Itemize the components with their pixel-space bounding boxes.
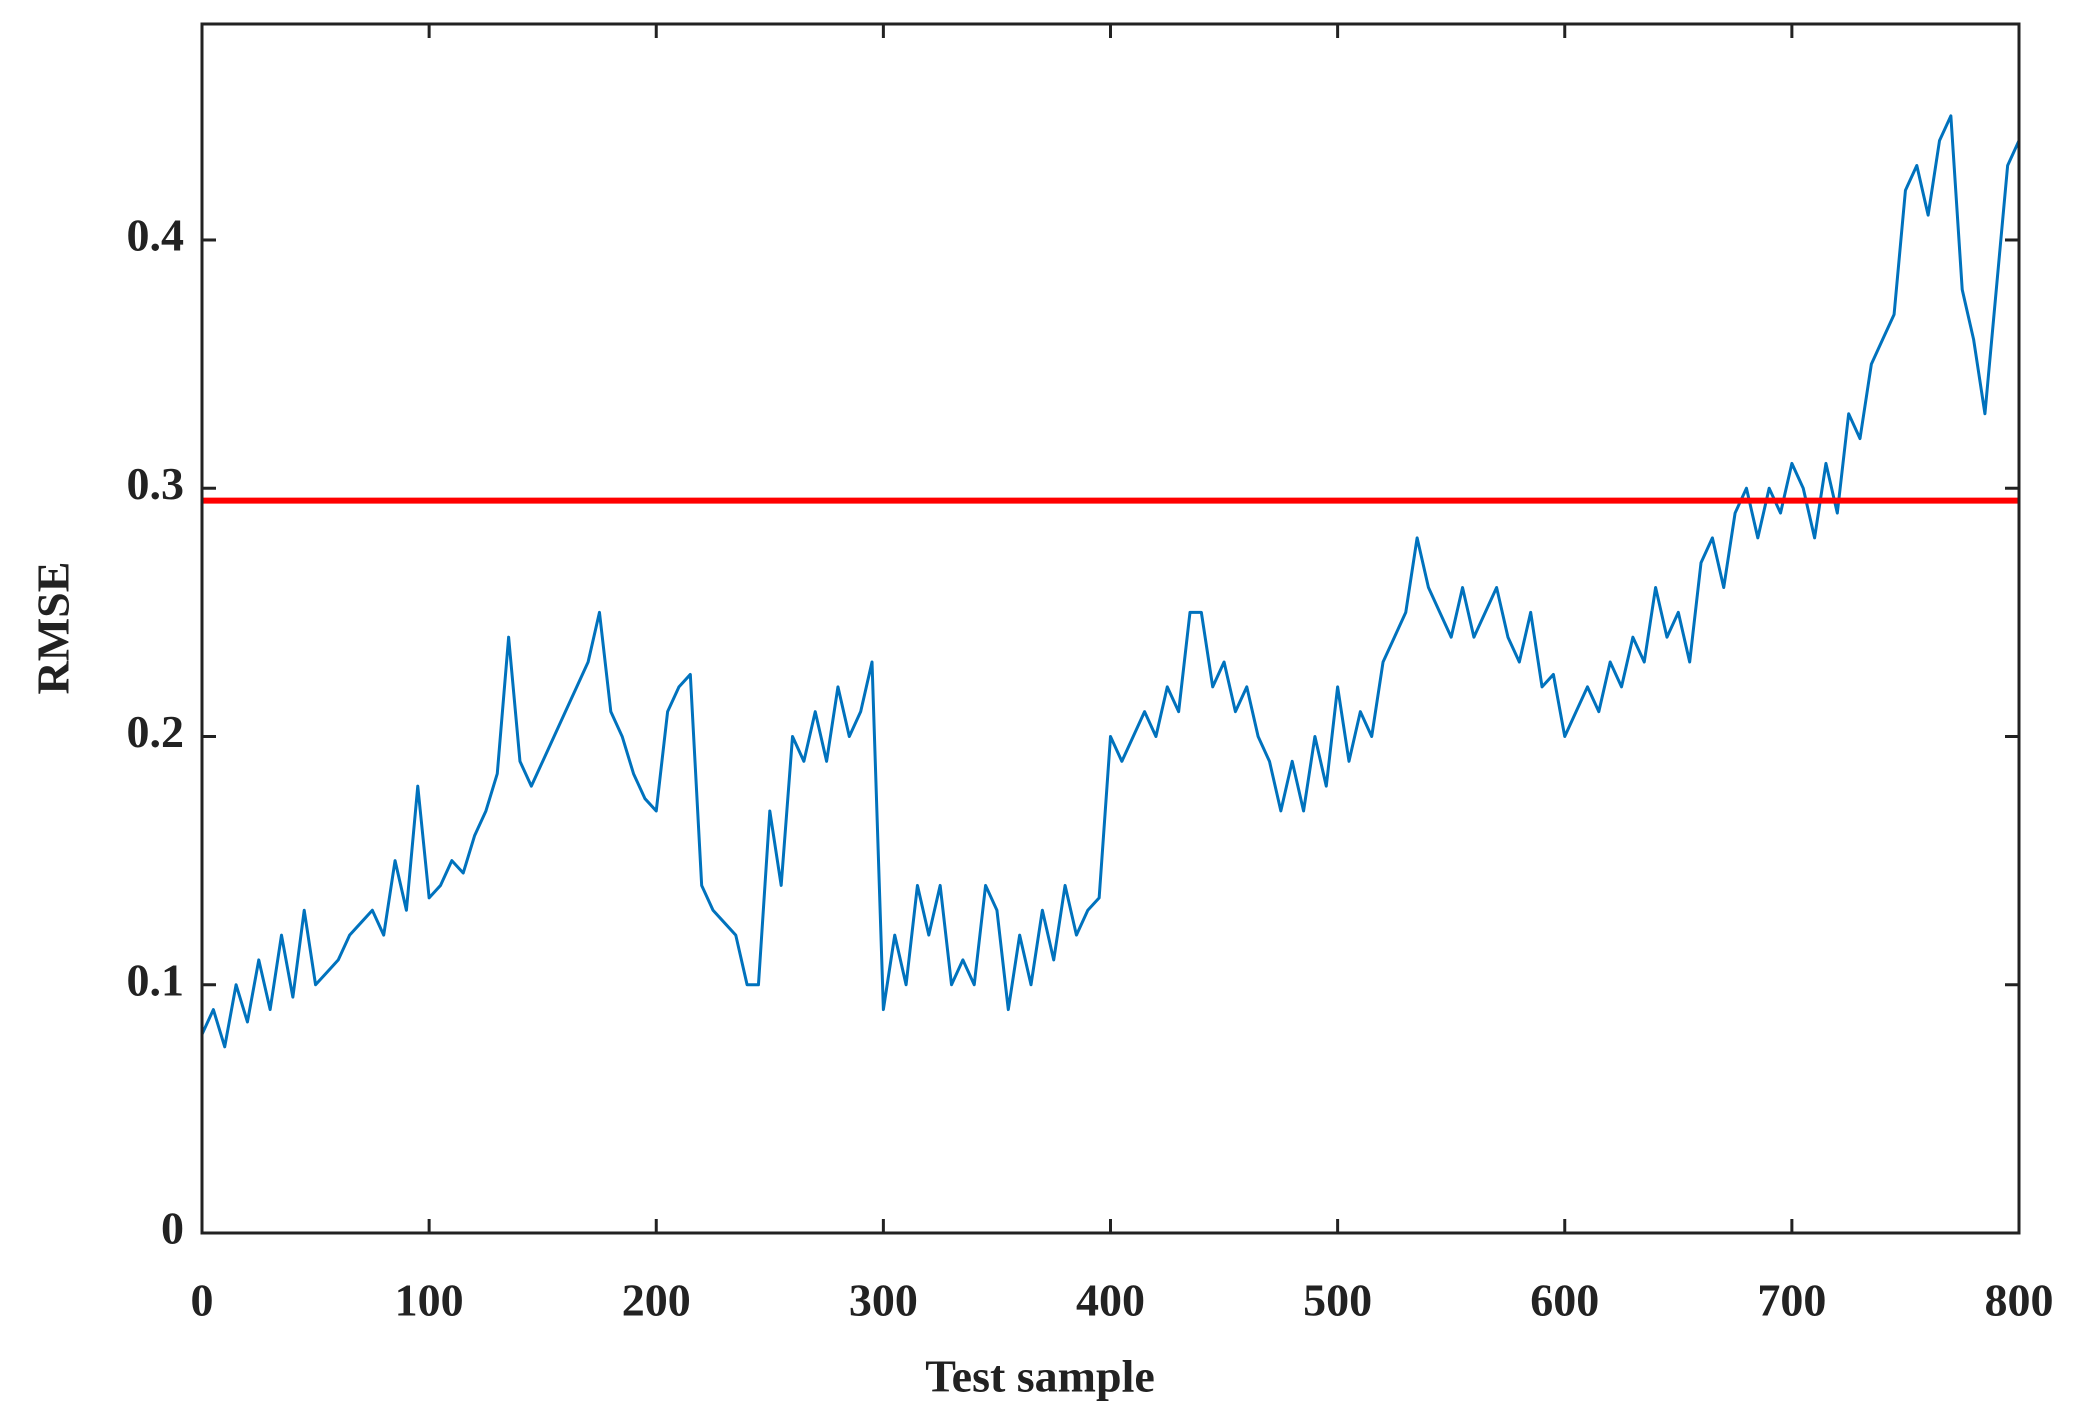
y-tick-label: 0.4 [127,210,185,261]
plot-frame [200,22,2021,1235]
data-line [200,114,2021,1049]
x-tick-label: 700 [1757,1275,1826,1326]
x-tick-label: 0 [191,1275,214,1326]
x-tick-label: 100 [395,1275,464,1326]
x-tick-label: 500 [1303,1275,1372,1326]
y-axis-label: RMSE [28,562,79,695]
y-tick-label: 0.1 [127,954,185,1005]
x-tick-label: 200 [622,1275,691,1326]
y-tick-label: 0.3 [127,458,185,509]
x-tick-label: 400 [1076,1275,1145,1326]
x-tick-label: 800 [1985,1275,2054,1326]
x-tick-label: 300 [849,1275,918,1326]
x-tick-label: 600 [1530,1275,1599,1326]
y-tick-label: 0 [161,1203,184,1254]
y-tick-label: 0.2 [127,706,185,757]
x-axis-label: Test sample [925,1351,1155,1402]
